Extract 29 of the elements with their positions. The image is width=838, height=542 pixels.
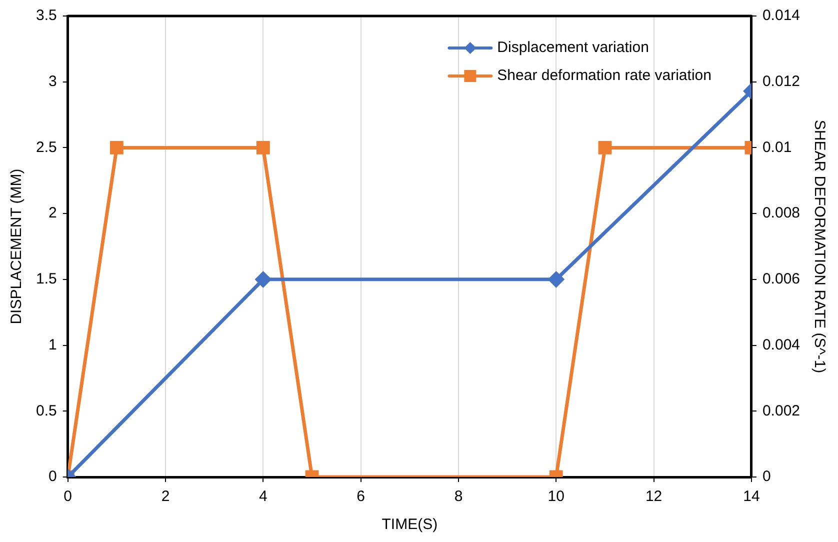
y-tick-label: 0 [48, 468, 57, 486]
y2-tick-label: 0.004 [762, 336, 800, 354]
y-tick-label: 3.5 [36, 7, 57, 24]
y2-axis-title: SHEAR DEFORMATION RATE (S^-1) [810, 120, 828, 374]
y2-tick-label: 0.002 [762, 402, 800, 420]
y2-tick-label: 0.01 [762, 138, 792, 156]
y-tick-label: 2 [48, 204, 57, 222]
x-tick-label: 2 [161, 488, 170, 506]
x-axis-title: TIME(S) [382, 516, 438, 534]
x-tick-label: 6 [356, 488, 365, 506]
x-tick-label: 12 [645, 488, 662, 506]
y2-tick-label: 0.008 [762, 204, 800, 222]
x-tick-label: 0 [64, 488, 72, 506]
y-tick-label: 3 [48, 73, 57, 90]
x-tick-label: 14 [743, 488, 760, 506]
y-axis-title: DISPLACEMENT (MM) [8, 168, 26, 324]
y-tick-label: 2.5 [36, 138, 57, 156]
y2-tick-label: 0.012 [762, 73, 800, 90]
y-tick-label: 1.5 [36, 270, 57, 288]
y2-tick-label: 0.014 [762, 7, 800, 24]
y2-tick-label: 0.006 [762, 270, 800, 288]
x-tick-label: 8 [454, 488, 463, 506]
y2-tick-label: 0 [762, 468, 771, 486]
y-tick-label: 0.5 [36, 402, 57, 420]
legend-label: Displacement variation [497, 39, 649, 56]
x-tick-label: 4 [259, 488, 268, 506]
x-tick-label: 10 [548, 488, 564, 506]
legend-label: Shear deformation rate variation [497, 67, 712, 84]
y-tick-label: 1 [48, 336, 57, 354]
